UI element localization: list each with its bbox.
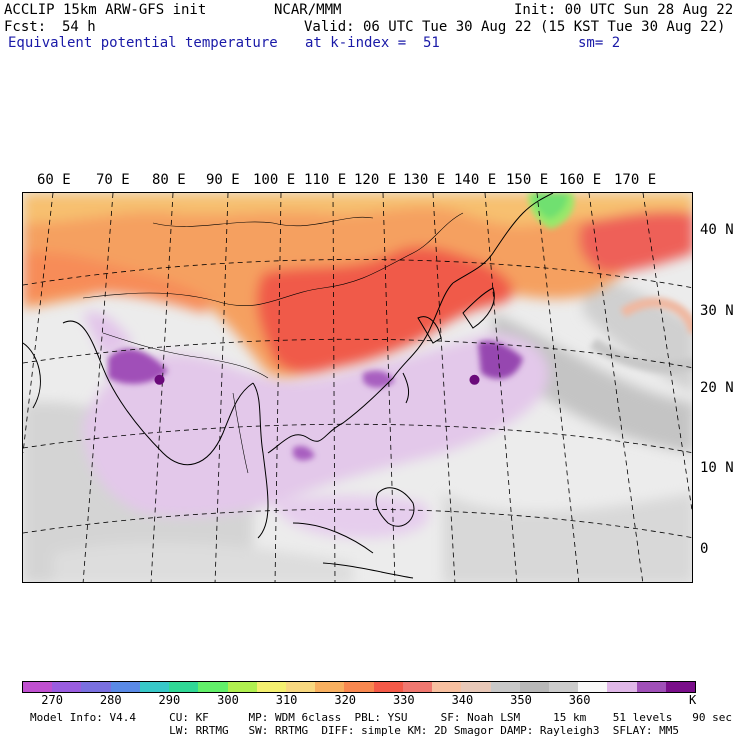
colorbar-tick-label: 310 <box>275 693 298 707</box>
footer-physics: LW: RRTMG SW: RRTMG DIFF: simple KM: 2D … <box>30 724 680 737</box>
colorbar-swatch <box>110 682 140 692</box>
colorbar-swatch <box>52 682 82 692</box>
lilac-region <box>83 312 550 538</box>
colorbar-tick-label: 350 <box>510 693 532 707</box>
lon-label: 120 E <box>354 172 397 188</box>
colorbar-tick-label: 360 <box>568 693 591 707</box>
lon-label: 100 E <box>253 172 296 188</box>
colorbar-swatch <box>373 682 403 692</box>
colorbar-swatch <box>519 682 549 692</box>
colorbar-tick-label: 290 <box>158 693 181 707</box>
colorbar-swatch <box>636 682 666 692</box>
colorbar-swatch <box>578 682 608 692</box>
theta-e-max-marker <box>469 374 480 385</box>
colorbar-swatch <box>490 682 520 692</box>
colorbar-tick-label: 300 <box>217 693 239 707</box>
colorbar-tick-label: 320 <box>334 693 357 707</box>
lat-label: 0 <box>700 541 709 557</box>
colorbar-tick-label: 340 <box>451 693 474 707</box>
colorbar-swatch <box>432 682 462 692</box>
colorbar-swatch <box>227 682 257 692</box>
eastern-swirl <box>589 297 692 373</box>
forecast-label: Fcst: <box>4 19 47 35</box>
lon-label: 110 E <box>304 172 347 188</box>
coastlines <box>23 193 554 579</box>
colorbar-swatch <box>344 682 374 692</box>
lon-label: 170 E <box>614 172 657 188</box>
colorbar-swatch <box>548 682 579 692</box>
colorbar-swatch <box>139 682 170 692</box>
colorbar-swatch <box>23 682 53 692</box>
colorbar-tick-label: 280 <box>99 693 122 707</box>
colorbar-swatch <box>315 682 345 692</box>
lat-label: 40 N <box>700 222 734 238</box>
lon-label: 90 E <box>206 172 240 188</box>
colorbar-tick-label: 270 <box>41 693 63 707</box>
forecast-hours: 54 h <box>62 19 96 35</box>
colorbar-swatch <box>81 682 111 692</box>
colorbar-swatch <box>256 682 286 692</box>
lon-label: 70 E <box>96 172 130 188</box>
lon-label: 130 E <box>403 172 446 188</box>
colorbar-unit: K <box>689 693 697 707</box>
lat-label: 20 N <box>700 380 734 396</box>
warm-band <box>23 193 692 378</box>
colorbar-swatch <box>285 682 316 692</box>
lon-label: 80 E <box>152 172 186 188</box>
level-index: at k-index = 51 <box>305 35 440 51</box>
footer-model-info: Model Info: V4.4 CU: KF MP: WDM 6class P… <box>30 711 732 724</box>
org-label: NCAR/MMM <box>274 2 342 18</box>
colorbar-swatch <box>169 682 199 692</box>
colorbar-swatch <box>198 682 228 692</box>
valid-time: Valid: 06 UTC Tue 30 Aug 22 (15 KST Tue … <box>304 19 726 35</box>
theta-e-max-marker <box>154 374 165 385</box>
colorbar-swatch <box>461 682 491 692</box>
colorbar <box>22 681 696 693</box>
init-time: Init: 00 UTC Sun 28 Aug 22 <box>514 2 734 18</box>
lat-label: 10 N <box>700 460 734 476</box>
colorbar-swatch <box>402 682 433 692</box>
map-svg <box>23 193 692 582</box>
lon-label: 140 E <box>454 172 497 188</box>
smoothing-value: sm= 2 <box>578 35 621 51</box>
theta-e-map <box>22 192 693 583</box>
borders <box>82 212 464 474</box>
model-title: ACCLIP 15km ARW-GFS init <box>4 2 207 18</box>
colorbar-tick-label: 330 <box>392 693 415 707</box>
colorbar-swatch <box>665 682 696 692</box>
colorbar-swatch <box>607 682 637 692</box>
field-name: Equivalent potential temperature <box>8 35 278 51</box>
lon-label: 60 E <box>37 172 71 188</box>
lon-label: 160 E <box>559 172 602 188</box>
marker-layer <box>154 374 480 385</box>
lat-label: 30 N <box>700 303 734 319</box>
lon-label: 150 E <box>506 172 549 188</box>
graticule <box>23 193 692 582</box>
